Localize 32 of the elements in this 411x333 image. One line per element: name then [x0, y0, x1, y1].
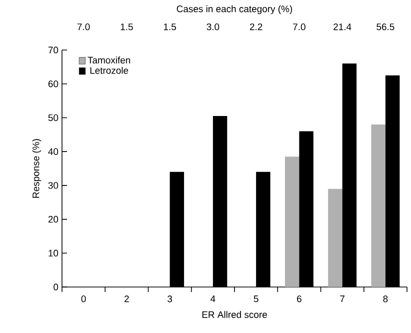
text: 7.0 [293, 23, 306, 30]
y-tick-label: 70 [48, 46, 58, 54]
text: 1.5 [120, 24, 133, 30]
text: 1.5 [164, 24, 176, 30]
text: 7.0 [77, 23, 90, 30]
legend-label: Letrozole [90, 66, 128, 74]
y-axis-title: Response (%) [32, 139, 42, 198]
x-axis-title: ER Allred score [202, 311, 267, 318]
x-tick-label: 4 [210, 295, 216, 302]
x-tick-label: 7 [340, 295, 344, 302]
x-tick-label: 6 [297, 296, 302, 302]
text: 3.0 [206, 23, 220, 30]
text: 21.4 [334, 23, 352, 30]
bar [371, 124, 386, 287]
y-tick-label: 20 [48, 216, 58, 223]
legend-label: Tamoxifen [88, 56, 130, 64]
chart-title: Cases in each category (%) [176, 5, 292, 14]
y-tick-label: 30 [48, 182, 58, 189]
bar [328, 188, 342, 287]
y-tick-label: 10 [48, 250, 58, 256]
y-tick-label: 40 [48, 148, 58, 155]
text: 2.2 [250, 23, 262, 30]
x-tick-label: 8 [383, 296, 388, 302]
x-tick-label: 2 [124, 296, 129, 302]
y-tick-label: 0 [54, 284, 58, 290]
x-tick-label: 5 [254, 295, 258, 302]
text: 56.5 [376, 23, 394, 30]
x-tick-label: 0 [81, 296, 86, 302]
y-tick-label: 50 [48, 114, 58, 122]
bar [284, 156, 300, 287]
x-tick-label: 3 [168, 296, 172, 302]
y-tick-label: 60 [48, 80, 58, 88]
